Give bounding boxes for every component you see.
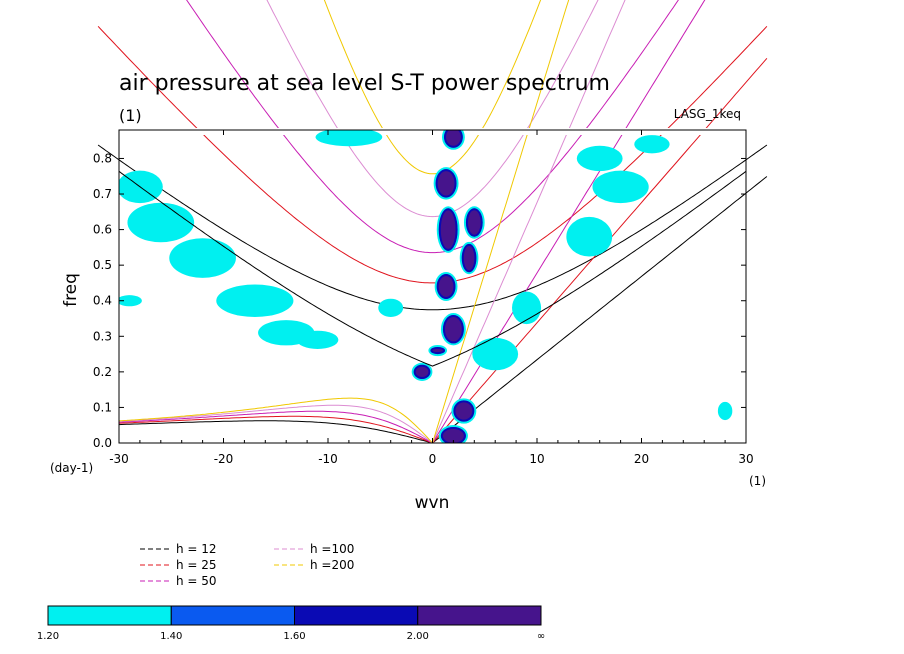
x-unit-label: (1) bbox=[749, 474, 766, 488]
dispersion-curve-mrg bbox=[119, 170, 746, 367]
significant-region-peak bbox=[440, 210, 456, 249]
dispersion-curve-eig bbox=[97, 144, 768, 311]
dispersion-curve-kelvin bbox=[432, 0, 626, 443]
x-tick-label: 20 bbox=[634, 452, 649, 466]
y-tick-label: 0.8 bbox=[93, 151, 112, 165]
dispersion-curve-eig bbox=[323, 0, 542, 175]
colorbar-segment bbox=[170, 605, 295, 626]
significant-region-peak bbox=[463, 245, 475, 271]
chart-subtitle: (1) bbox=[119, 106, 142, 125]
legend-label: h = 25 bbox=[176, 558, 217, 572]
significant-region bbox=[472, 337, 519, 371]
legend-label: h =200 bbox=[310, 558, 354, 572]
y-tick-label: 0.1 bbox=[93, 400, 112, 414]
significant-region bbox=[512, 291, 542, 325]
dispersion-curve-er bbox=[119, 404, 433, 443]
significant-region-peak bbox=[415, 366, 429, 377]
significant-region bbox=[576, 145, 623, 172]
significant-region-peak bbox=[445, 130, 461, 146]
significant-region bbox=[119, 295, 142, 307]
colorbar-label: 2.00 bbox=[407, 631, 429, 642]
chart-title: air pressure at sea level S-T power spec… bbox=[119, 71, 610, 96]
colorbar-label: 1.20 bbox=[37, 631, 59, 642]
significant-region-peak bbox=[467, 210, 481, 235]
colorbar-segment bbox=[294, 605, 419, 626]
legend-label: h = 50 bbox=[176, 574, 217, 588]
significant-region bbox=[169, 238, 236, 278]
dispersion-curves bbox=[119, 170, 746, 443]
y-tick-label: 0.6 bbox=[93, 223, 112, 237]
axis-ticks: -30 -20 -10 0 10 20 30 0.0 0.1 0.2 0.3 0.4 0.5 0.6 0.7… bbox=[93, 130, 754, 466]
dispersion-curve-kelvin bbox=[432, 0, 570, 443]
significant-region-peak bbox=[432, 348, 444, 353]
colorbar-segment bbox=[47, 605, 172, 626]
plot-frame bbox=[118, 129, 747, 444]
dispersion-curve-eig bbox=[266, 0, 599, 218]
significant-region bbox=[717, 401, 733, 421]
x-tick-label: 0 bbox=[429, 452, 437, 466]
legend-label: h = 12 bbox=[176, 542, 217, 556]
colorbar-label: 1.60 bbox=[283, 631, 305, 642]
y-tick-label: 0.7 bbox=[93, 187, 112, 201]
significant-region bbox=[127, 202, 195, 243]
significant-region bbox=[592, 170, 649, 204]
y-tick-label: 0.4 bbox=[93, 294, 112, 308]
dispersion-curves-outside bbox=[97, 0, 768, 443]
y-tick-label: 0.0 bbox=[93, 436, 112, 450]
colorbar: 1.20 1.40 1.60 2.00 ∞ bbox=[37, 605, 545, 642]
dispersion-curve-er bbox=[119, 397, 433, 443]
significant-region bbox=[315, 130, 383, 147]
y-tick-label: 0.3 bbox=[93, 329, 112, 343]
colorbar-segment bbox=[417, 605, 542, 626]
x-tick-label: -30 bbox=[109, 452, 129, 466]
y-tick-label: 0.2 bbox=[93, 365, 112, 379]
dispersion-curve-er bbox=[119, 420, 433, 443]
significant-region-peak bbox=[444, 316, 462, 342]
x-tick-label: 10 bbox=[529, 452, 544, 466]
significant-region-peak bbox=[442, 428, 464, 443]
x-axis-label: wvn bbox=[415, 493, 450, 513]
dispersion-curve-er bbox=[119, 410, 433, 443]
dispersion-curve-eig bbox=[186, 0, 679, 254]
x-tick-label: 30 bbox=[738, 452, 753, 466]
legend: h = 12 h = 25 h = 50 h =100 h =200 bbox=[140, 542, 354, 588]
significant-region bbox=[566, 216, 613, 257]
significant-region-peak bbox=[438, 276, 454, 297]
colorbar-label: 1.40 bbox=[160, 631, 182, 642]
significant-region bbox=[216, 284, 294, 317]
legend-label: h =100 bbox=[310, 542, 354, 556]
colorbar-label: ∞ bbox=[537, 631, 545, 642]
significant-region bbox=[296, 330, 339, 349]
x-tick-label: -20 bbox=[214, 452, 234, 466]
model-label: LASG_1keq bbox=[674, 107, 741, 121]
dispersion-curve-er bbox=[119, 415, 433, 443]
y-unit-label: (day-1) bbox=[50, 461, 93, 475]
dispersion-curve-kelvin bbox=[432, 176, 768, 443]
x-tick-label: -10 bbox=[318, 452, 338, 466]
y-tick-label: 0.5 bbox=[93, 258, 112, 272]
significant-region bbox=[378, 298, 404, 317]
significant-region-peak bbox=[437, 171, 455, 196]
significant-region-peak bbox=[455, 402, 473, 420]
significant-region bbox=[634, 135, 670, 154]
y-axis-label: freq bbox=[61, 273, 81, 307]
